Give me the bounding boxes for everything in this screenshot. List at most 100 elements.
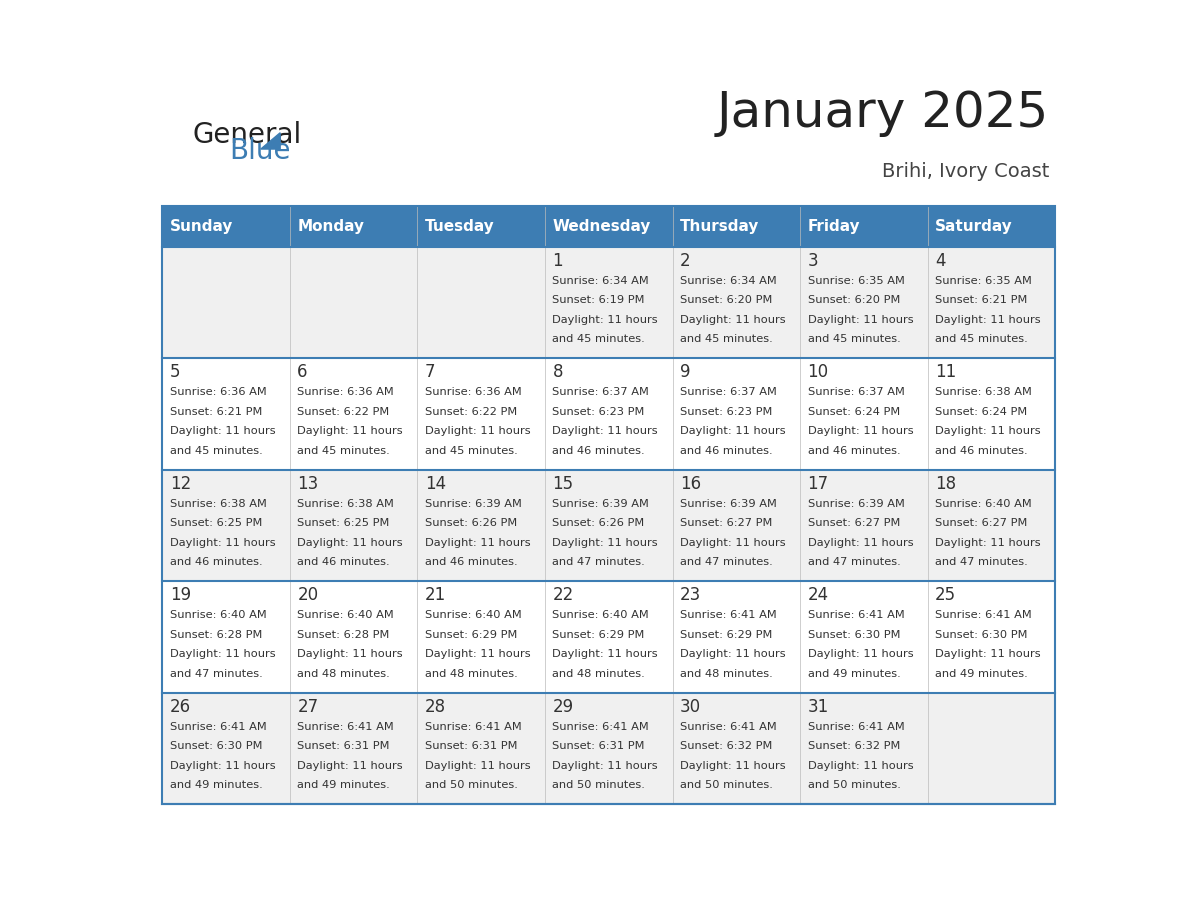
Text: Sunrise: 6:37 AM: Sunrise: 6:37 AM (808, 387, 904, 397)
Text: Sunrise: 6:36 AM: Sunrise: 6:36 AM (297, 387, 394, 397)
Text: Daylight: 11 hours: Daylight: 11 hours (425, 538, 531, 548)
Text: 5: 5 (170, 364, 181, 381)
Text: Sunset: 6:31 PM: Sunset: 6:31 PM (552, 741, 645, 751)
Text: Sunset: 6:21 PM: Sunset: 6:21 PM (170, 407, 263, 417)
Text: Sunrise: 6:37 AM: Sunrise: 6:37 AM (552, 387, 650, 397)
Text: Sunrise: 6:39 AM: Sunrise: 6:39 AM (680, 498, 777, 509)
Text: Sunset: 6:22 PM: Sunset: 6:22 PM (425, 407, 517, 417)
Text: Daylight: 11 hours: Daylight: 11 hours (425, 761, 531, 771)
Bar (163, 358, 1055, 470)
Text: Sunset: 6:29 PM: Sunset: 6:29 PM (552, 630, 645, 640)
Text: Daylight: 11 hours: Daylight: 11 hours (170, 538, 276, 548)
Text: and 49 minutes.: and 49 minutes. (170, 780, 263, 790)
Text: Daylight: 11 hours: Daylight: 11 hours (297, 538, 403, 548)
Text: Sunrise: 6:40 AM: Sunrise: 6:40 AM (297, 610, 394, 621)
Text: 14: 14 (425, 475, 446, 493)
Text: Daylight: 11 hours: Daylight: 11 hours (808, 649, 914, 659)
Text: Sunset: 6:27 PM: Sunset: 6:27 PM (935, 518, 1028, 528)
Text: 12: 12 (170, 475, 191, 493)
Text: Sunset: 6:22 PM: Sunset: 6:22 PM (297, 407, 390, 417)
Text: Sunrise: 6:41 AM: Sunrise: 6:41 AM (425, 722, 522, 732)
Text: Sunset: 6:29 PM: Sunset: 6:29 PM (425, 630, 517, 640)
Text: Saturday: Saturday (935, 218, 1013, 233)
Text: 1: 1 (552, 252, 563, 270)
Text: Daylight: 11 hours: Daylight: 11 hours (297, 761, 403, 771)
Text: Brihi, Ivory Coast: Brihi, Ivory Coast (881, 162, 1049, 181)
Text: Sunrise: 6:36 AM: Sunrise: 6:36 AM (425, 387, 522, 397)
Text: 9: 9 (680, 364, 690, 381)
Text: and 49 minutes.: and 49 minutes. (808, 669, 901, 678)
Text: and 46 minutes.: and 46 minutes. (297, 557, 390, 567)
Text: 30: 30 (680, 698, 701, 716)
Text: Sunset: 6:26 PM: Sunset: 6:26 PM (552, 518, 645, 528)
Text: and 46 minutes.: and 46 minutes. (425, 557, 518, 567)
Text: and 48 minutes.: and 48 minutes. (680, 669, 772, 678)
Text: Sunrise: 6:41 AM: Sunrise: 6:41 AM (808, 610, 904, 621)
Text: Daylight: 11 hours: Daylight: 11 hours (297, 649, 403, 659)
Polygon shape (261, 133, 280, 149)
Text: and 45 minutes.: and 45 minutes. (170, 445, 263, 455)
Text: and 49 minutes.: and 49 minutes. (935, 669, 1028, 678)
Text: Daylight: 11 hours: Daylight: 11 hours (552, 649, 658, 659)
Text: 22: 22 (552, 587, 574, 604)
Bar (163, 470, 1055, 581)
Text: 20: 20 (297, 587, 318, 604)
Text: Sunset: 6:28 PM: Sunset: 6:28 PM (297, 630, 390, 640)
Text: and 50 minutes.: and 50 minutes. (425, 780, 518, 790)
Text: Sunset: 6:19 PM: Sunset: 6:19 PM (552, 295, 645, 305)
Text: 3: 3 (808, 252, 819, 270)
Text: and 47 minutes.: and 47 minutes. (935, 557, 1028, 567)
Text: Sunrise: 6:41 AM: Sunrise: 6:41 AM (297, 722, 394, 732)
Text: 26: 26 (170, 698, 191, 716)
Text: Sunset: 6:28 PM: Sunset: 6:28 PM (170, 630, 263, 640)
Text: Sunrise: 6:38 AM: Sunrise: 6:38 AM (170, 498, 266, 509)
Text: Sunset: 6:26 PM: Sunset: 6:26 PM (425, 518, 517, 528)
Text: Sunset: 6:20 PM: Sunset: 6:20 PM (808, 295, 901, 305)
Text: Daylight: 11 hours: Daylight: 11 hours (808, 538, 914, 548)
Text: Sunset: 6:30 PM: Sunset: 6:30 PM (935, 630, 1028, 640)
Text: Daylight: 11 hours: Daylight: 11 hours (680, 761, 785, 771)
Text: Daylight: 11 hours: Daylight: 11 hours (552, 538, 658, 548)
Text: Daylight: 11 hours: Daylight: 11 hours (680, 426, 785, 436)
Text: Thursday: Thursday (680, 218, 759, 233)
Text: 17: 17 (808, 475, 829, 493)
Text: Sunset: 6:32 PM: Sunset: 6:32 PM (808, 741, 901, 751)
Text: Sunset: 6:25 PM: Sunset: 6:25 PM (297, 518, 390, 528)
Text: and 48 minutes.: and 48 minutes. (552, 669, 645, 678)
Text: and 48 minutes.: and 48 minutes. (297, 669, 390, 678)
Text: and 50 minutes.: and 50 minutes. (552, 780, 645, 790)
Text: 7: 7 (425, 364, 435, 381)
Text: and 45 minutes.: and 45 minutes. (935, 334, 1028, 344)
Text: and 45 minutes.: and 45 minutes. (425, 445, 518, 455)
Text: Sunset: 6:23 PM: Sunset: 6:23 PM (680, 407, 772, 417)
Text: 10: 10 (808, 364, 829, 381)
Bar (163, 247, 1055, 358)
Text: and 46 minutes.: and 46 minutes. (935, 445, 1028, 455)
Text: Sunset: 6:31 PM: Sunset: 6:31 PM (297, 741, 390, 751)
Text: Sunset: 6:23 PM: Sunset: 6:23 PM (552, 407, 645, 417)
Text: 24: 24 (808, 587, 829, 604)
Text: 16: 16 (680, 475, 701, 493)
Text: 13: 13 (297, 475, 318, 493)
Text: Sunrise: 6:41 AM: Sunrise: 6:41 AM (680, 722, 777, 732)
Text: Sunrise: 6:34 AM: Sunrise: 6:34 AM (680, 275, 777, 285)
Text: Daylight: 11 hours: Daylight: 11 hours (170, 761, 276, 771)
Text: and 45 minutes.: and 45 minutes. (552, 334, 645, 344)
Text: Sunset: 6:30 PM: Sunset: 6:30 PM (170, 741, 263, 751)
Text: and 47 minutes.: and 47 minutes. (680, 557, 772, 567)
Text: Daylight: 11 hours: Daylight: 11 hours (808, 315, 914, 325)
Text: Sunrise: 6:41 AM: Sunrise: 6:41 AM (552, 722, 649, 732)
Bar (163, 206, 1055, 247)
Text: 4: 4 (935, 252, 946, 270)
Text: Tuesday: Tuesday (425, 218, 494, 233)
Text: Daylight: 11 hours: Daylight: 11 hours (680, 538, 785, 548)
Text: Sunday: Sunday (170, 218, 233, 233)
Text: Daylight: 11 hours: Daylight: 11 hours (552, 426, 658, 436)
Bar (163, 693, 1055, 804)
Text: Sunrise: 6:41 AM: Sunrise: 6:41 AM (935, 610, 1032, 621)
Text: Daylight: 11 hours: Daylight: 11 hours (552, 315, 658, 325)
Text: Sunrise: 6:34 AM: Sunrise: 6:34 AM (552, 275, 649, 285)
Text: 19: 19 (170, 587, 191, 604)
Bar (163, 206, 1055, 804)
Text: 8: 8 (552, 364, 563, 381)
